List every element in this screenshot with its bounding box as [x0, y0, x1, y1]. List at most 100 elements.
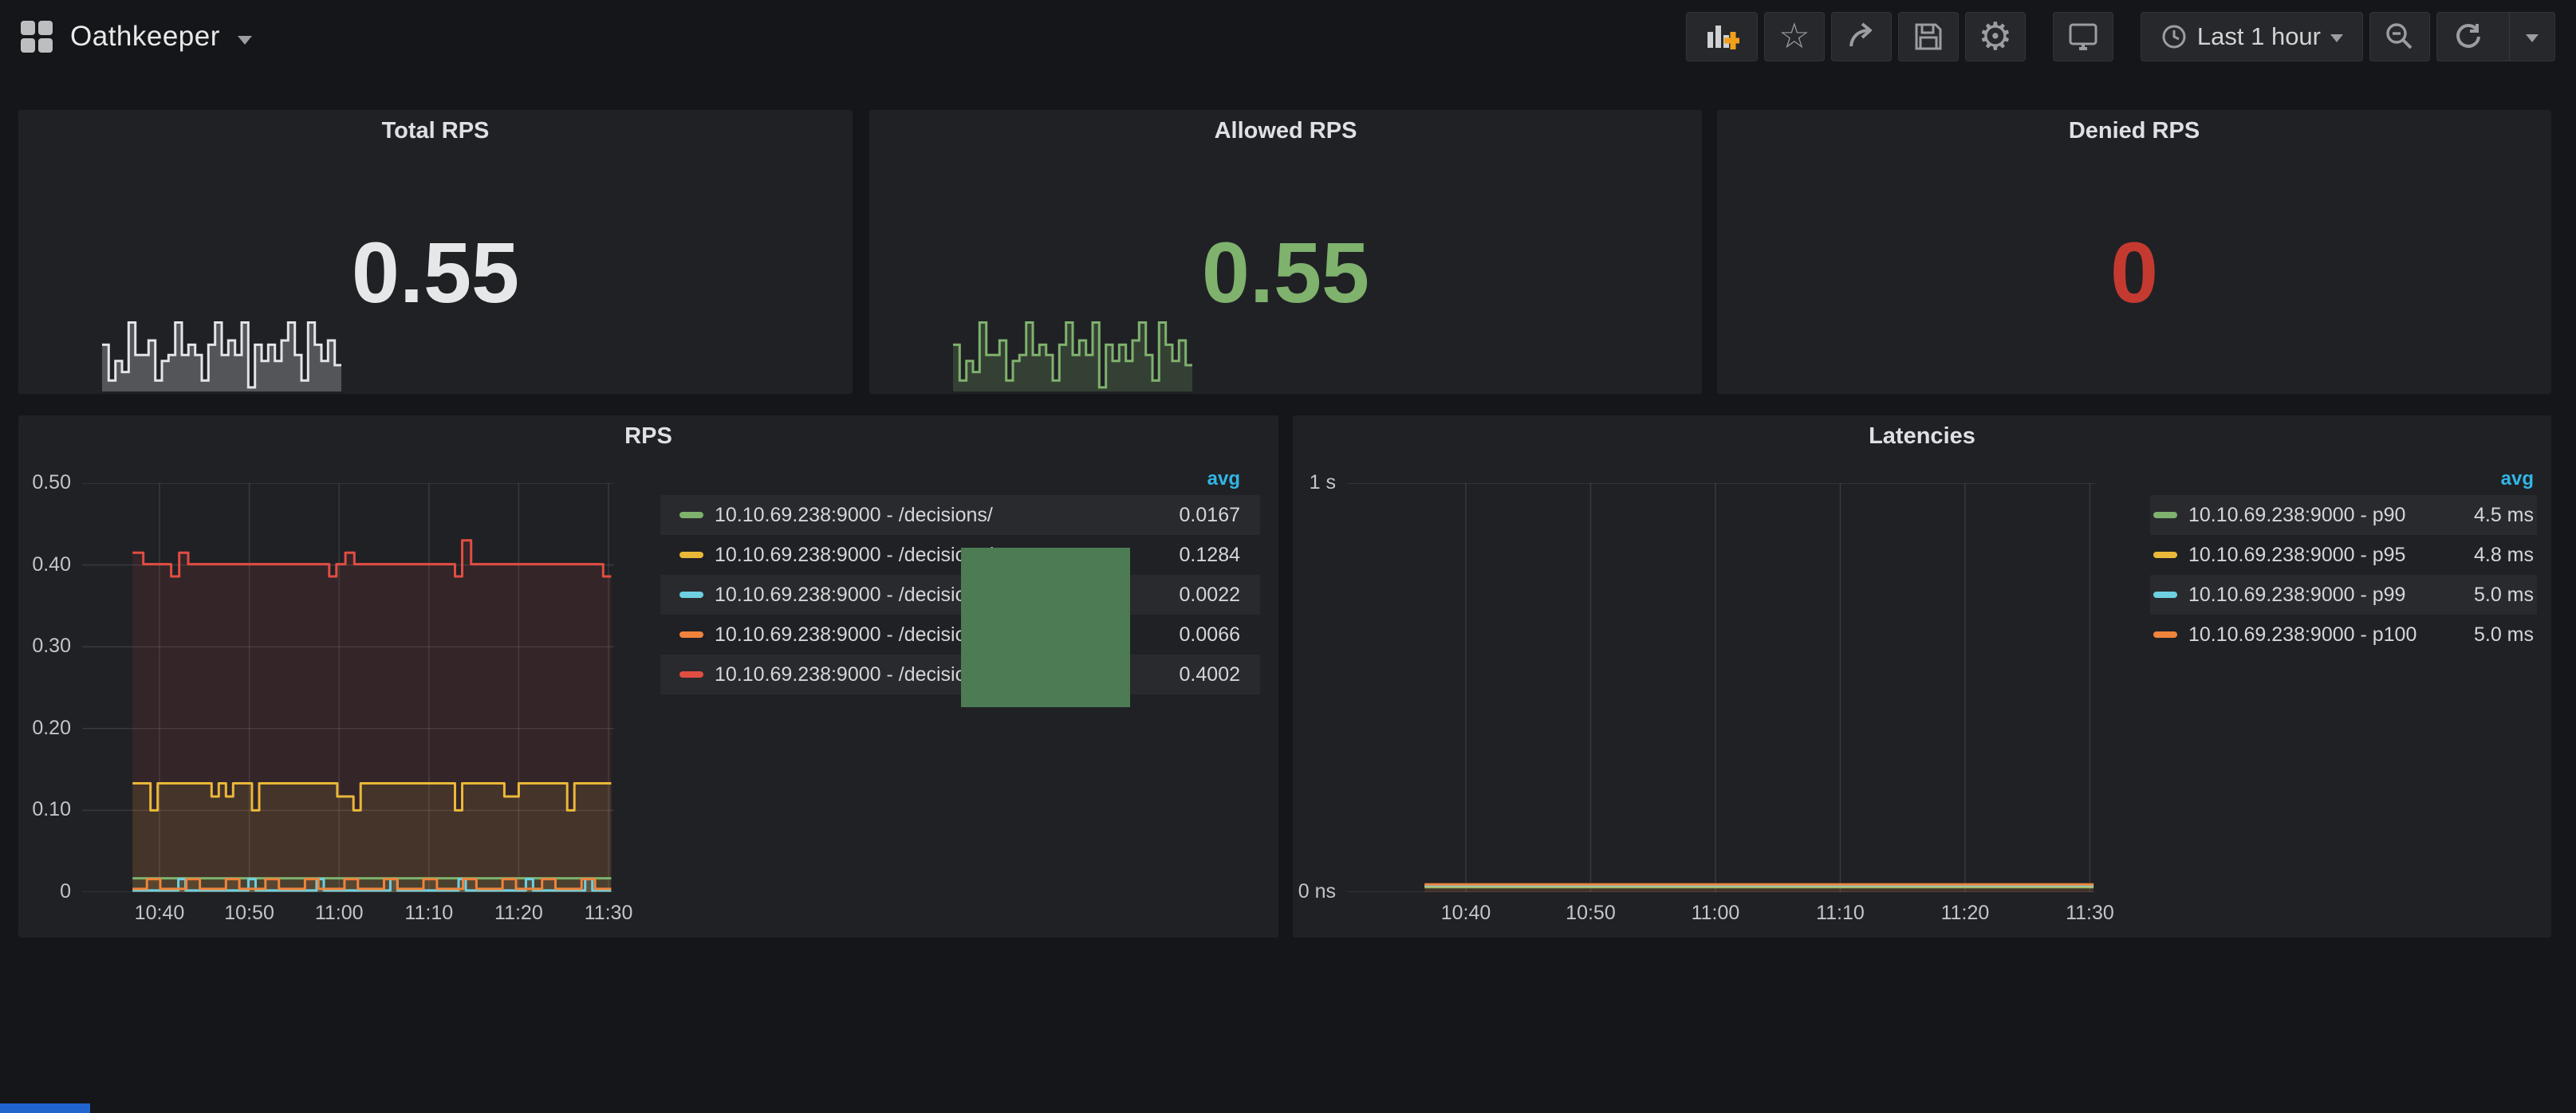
graph-panel-latencies: Latencies avg 10.10.69.238:9000 - p90 4.5…	[1293, 415, 2551, 938]
star-icon: ☆	[1778, 19, 1810, 54]
x-axis-tick-label: 10:40	[112, 902, 207, 925]
x-axis-tick-label: 10:50	[202, 902, 297, 925]
legend-series-label: 10.10.69.238:9000 - /decisions/	[715, 504, 993, 527]
legend-series-swatch	[679, 552, 703, 558]
legend-series-swatch	[2153, 512, 2177, 518]
legend-series-avg-value: 0.4002	[1180, 663, 1240, 686]
grid-square	[21, 21, 35, 35]
green-overlay-box	[961, 548, 1130, 707]
rps-chart-canvas[interactable]	[82, 483, 614, 892]
legend-series-label: 10.10.69.238:9000 - /decisions/	[715, 663, 993, 686]
legend-series-row[interactable]: 10.10.69.238:9000 - /decisions/0.4002	[660, 655, 1260, 694]
save-button[interactable]	[1898, 12, 1959, 61]
x-axis-tick-label: 11:20	[1917, 902, 2013, 925]
y-axis-tick-label: 0	[18, 880, 71, 903]
x-axis-tick-label: 11:10	[381, 902, 477, 925]
legend-series-label: 10.10.69.238:9000 - /decisions/	[715, 544, 993, 567]
rps-legend: avg 10.10.69.238:9000 - /decisions/0.016…	[660, 463, 1260, 694]
grid-square	[21, 38, 35, 53]
bar-chart-plus-icon	[1704, 21, 1739, 53]
legend-series-label: 10.10.69.238:9000 - p95	[2188, 544, 2405, 567]
bottom-left-accent-bar	[0, 1103, 90, 1113]
dashboard-title[interactable]: Oathkeeper	[70, 21, 220, 53]
panel-title[interactable]: RPS	[18, 423, 1278, 450]
legend-avg-header[interactable]: avg	[660, 463, 1260, 495]
x-axis-tick-label: 10:50	[1542, 902, 1638, 925]
time-range-picker[interactable]: Last 1 hour	[2141, 12, 2363, 61]
add-panel-button[interactable]	[1686, 12, 1758, 61]
refresh-caret-icon	[2526, 34, 2539, 42]
share-icon	[1845, 21, 1877, 53]
refresh-icon	[2453, 22, 2483, 52]
legend-series-avg-value: 0.0022	[1180, 584, 1240, 607]
zoom-out-icon	[2384, 21, 2416, 53]
dashboard-title-caret-icon[interactable]	[238, 36, 252, 45]
stat-panel-denied-rps: Denied RPS 0	[1717, 110, 2551, 394]
legend-series-swatch	[679, 671, 703, 678]
cycle-view-button[interactable]	[2053, 12, 2113, 61]
legend-series-avg-value: 0.1284	[1180, 544, 1240, 567]
legend-series-row[interactable]: 10.10.69.238:9000 - p995.0 ms	[2150, 575, 2537, 615]
y-axis-tick-label: 0.20	[18, 717, 71, 740]
x-axis-tick-label: 11:10	[1792, 902, 1888, 925]
zoom-out-button[interactable]	[2369, 12, 2430, 61]
x-axis-tick-label: 10:40	[1418, 902, 1514, 925]
gear-icon: ⚙	[1978, 18, 2012, 56]
x-axis-tick-label: 11:20	[471, 902, 566, 925]
refresh-interval-dropdown[interactable]	[2509, 13, 2554, 61]
legend-series-swatch	[679, 592, 703, 598]
legend-series-row[interactable]: 10.10.69.238:9000 - p90 4.5 ms	[2150, 495, 2537, 535]
legend-series-row[interactable]: 10.10.69.238:9000 - /decisions/0.0167	[660, 495, 1260, 535]
time-range-label: Last 1 hour	[2197, 22, 2321, 51]
legend-series-avg-value: 5.0 ms	[2474, 584, 2534, 607]
legend-series-label: 10.10.69.238:9000 - p90	[2188, 504, 2405, 527]
x-axis-tick-label: 11:30	[561, 902, 656, 925]
time-range-caret-icon	[2330, 34, 2343, 42]
stat-panel-allowed-rps: Allowed RPS 0.55	[869, 110, 1702, 394]
refresh-split-button	[2436, 12, 2555, 61]
tv-icon	[2066, 20, 2100, 53]
panel-title[interactable]: Latencies	[1293, 423, 2551, 450]
save-icon	[1912, 21, 1944, 53]
legend-series-swatch	[2153, 592, 2177, 598]
settings-button[interactable]: ⚙	[1965, 12, 2026, 61]
legend-series-avg-value: 0.0066	[1180, 623, 1240, 647]
star-button[interactable]: ☆	[1764, 12, 1825, 61]
grafana-dashboard: Oathkeeper ☆	[0, 0, 2576, 1113]
stat-panel-total-rps: Total RPS 0.55	[18, 110, 853, 394]
y-axis-tick-label: 0 ns	[1293, 880, 1336, 903]
legend-avg-header[interactable]: avg	[2150, 463, 2537, 495]
legend-series-row[interactable]: 10.10.69.238:9000 - p95 4.8 ms	[2150, 535, 2537, 575]
sparkline-chart	[102, 301, 341, 391]
legend-series-row[interactable]: 10.10.69.238:9000 - /decisions/0.1284	[660, 535, 1260, 575]
latencies-chart-canvas[interactable]	[1347, 483, 2095, 892]
legend-series-label: 10.10.69.238:9000 - /decisions/	[715, 584, 993, 607]
legend-series-swatch	[679, 512, 703, 518]
panel-title[interactable]: Denied RPS	[1717, 118, 2551, 144]
legend-series-row[interactable]: 10.10.69.238:9000 - /decisions/0.0066	[660, 615, 1260, 655]
legend-series-swatch	[679, 631, 703, 638]
refresh-button[interactable]	[2437, 13, 2499, 61]
legend-series-avg-value: 4.8 ms	[2474, 544, 2534, 567]
panel-title[interactable]: Total RPS	[18, 118, 853, 144]
legend-series-avg-value: 5.0 ms	[2474, 623, 2534, 647]
stat-value: 0	[1717, 230, 2551, 316]
y-axis-tick-label: 0.30	[18, 635, 71, 658]
latencies-legend: avg 10.10.69.238:9000 - p904.5 ms10.10.6…	[2150, 463, 2537, 655]
navbar: Oathkeeper ☆	[0, 0, 2576, 73]
clock-icon	[2160, 23, 2188, 50]
legend-series-label: 10.10.69.238:9000 - /decisions/	[715, 623, 993, 647]
legend-series-avg-value: 0.0167	[1180, 504, 1240, 527]
dashboard-grid-icon[interactable]	[21, 21, 53, 53]
legend-series-row[interactable]: 10.10.69.238:9000 - /decisions/0.0022	[660, 575, 1260, 615]
y-axis-tick-label: 0.50	[18, 471, 71, 494]
legend-series-swatch	[2153, 631, 2177, 638]
legend-series-swatch	[2153, 552, 2177, 558]
share-button[interactable]	[1831, 12, 1892, 61]
sparkline-chart	[953, 301, 1192, 391]
legend-series-row[interactable]: 10.10.69.238:9000 - p1005.0 ms	[2150, 615, 2537, 655]
panel-title[interactable]: Allowed RPS	[869, 118, 1702, 144]
x-axis-tick-label: 11:00	[1668, 902, 1763, 925]
legend-series-avg-value: 4.5 ms	[2474, 504, 2534, 527]
y-axis-tick-label: 0.40	[18, 553, 71, 576]
